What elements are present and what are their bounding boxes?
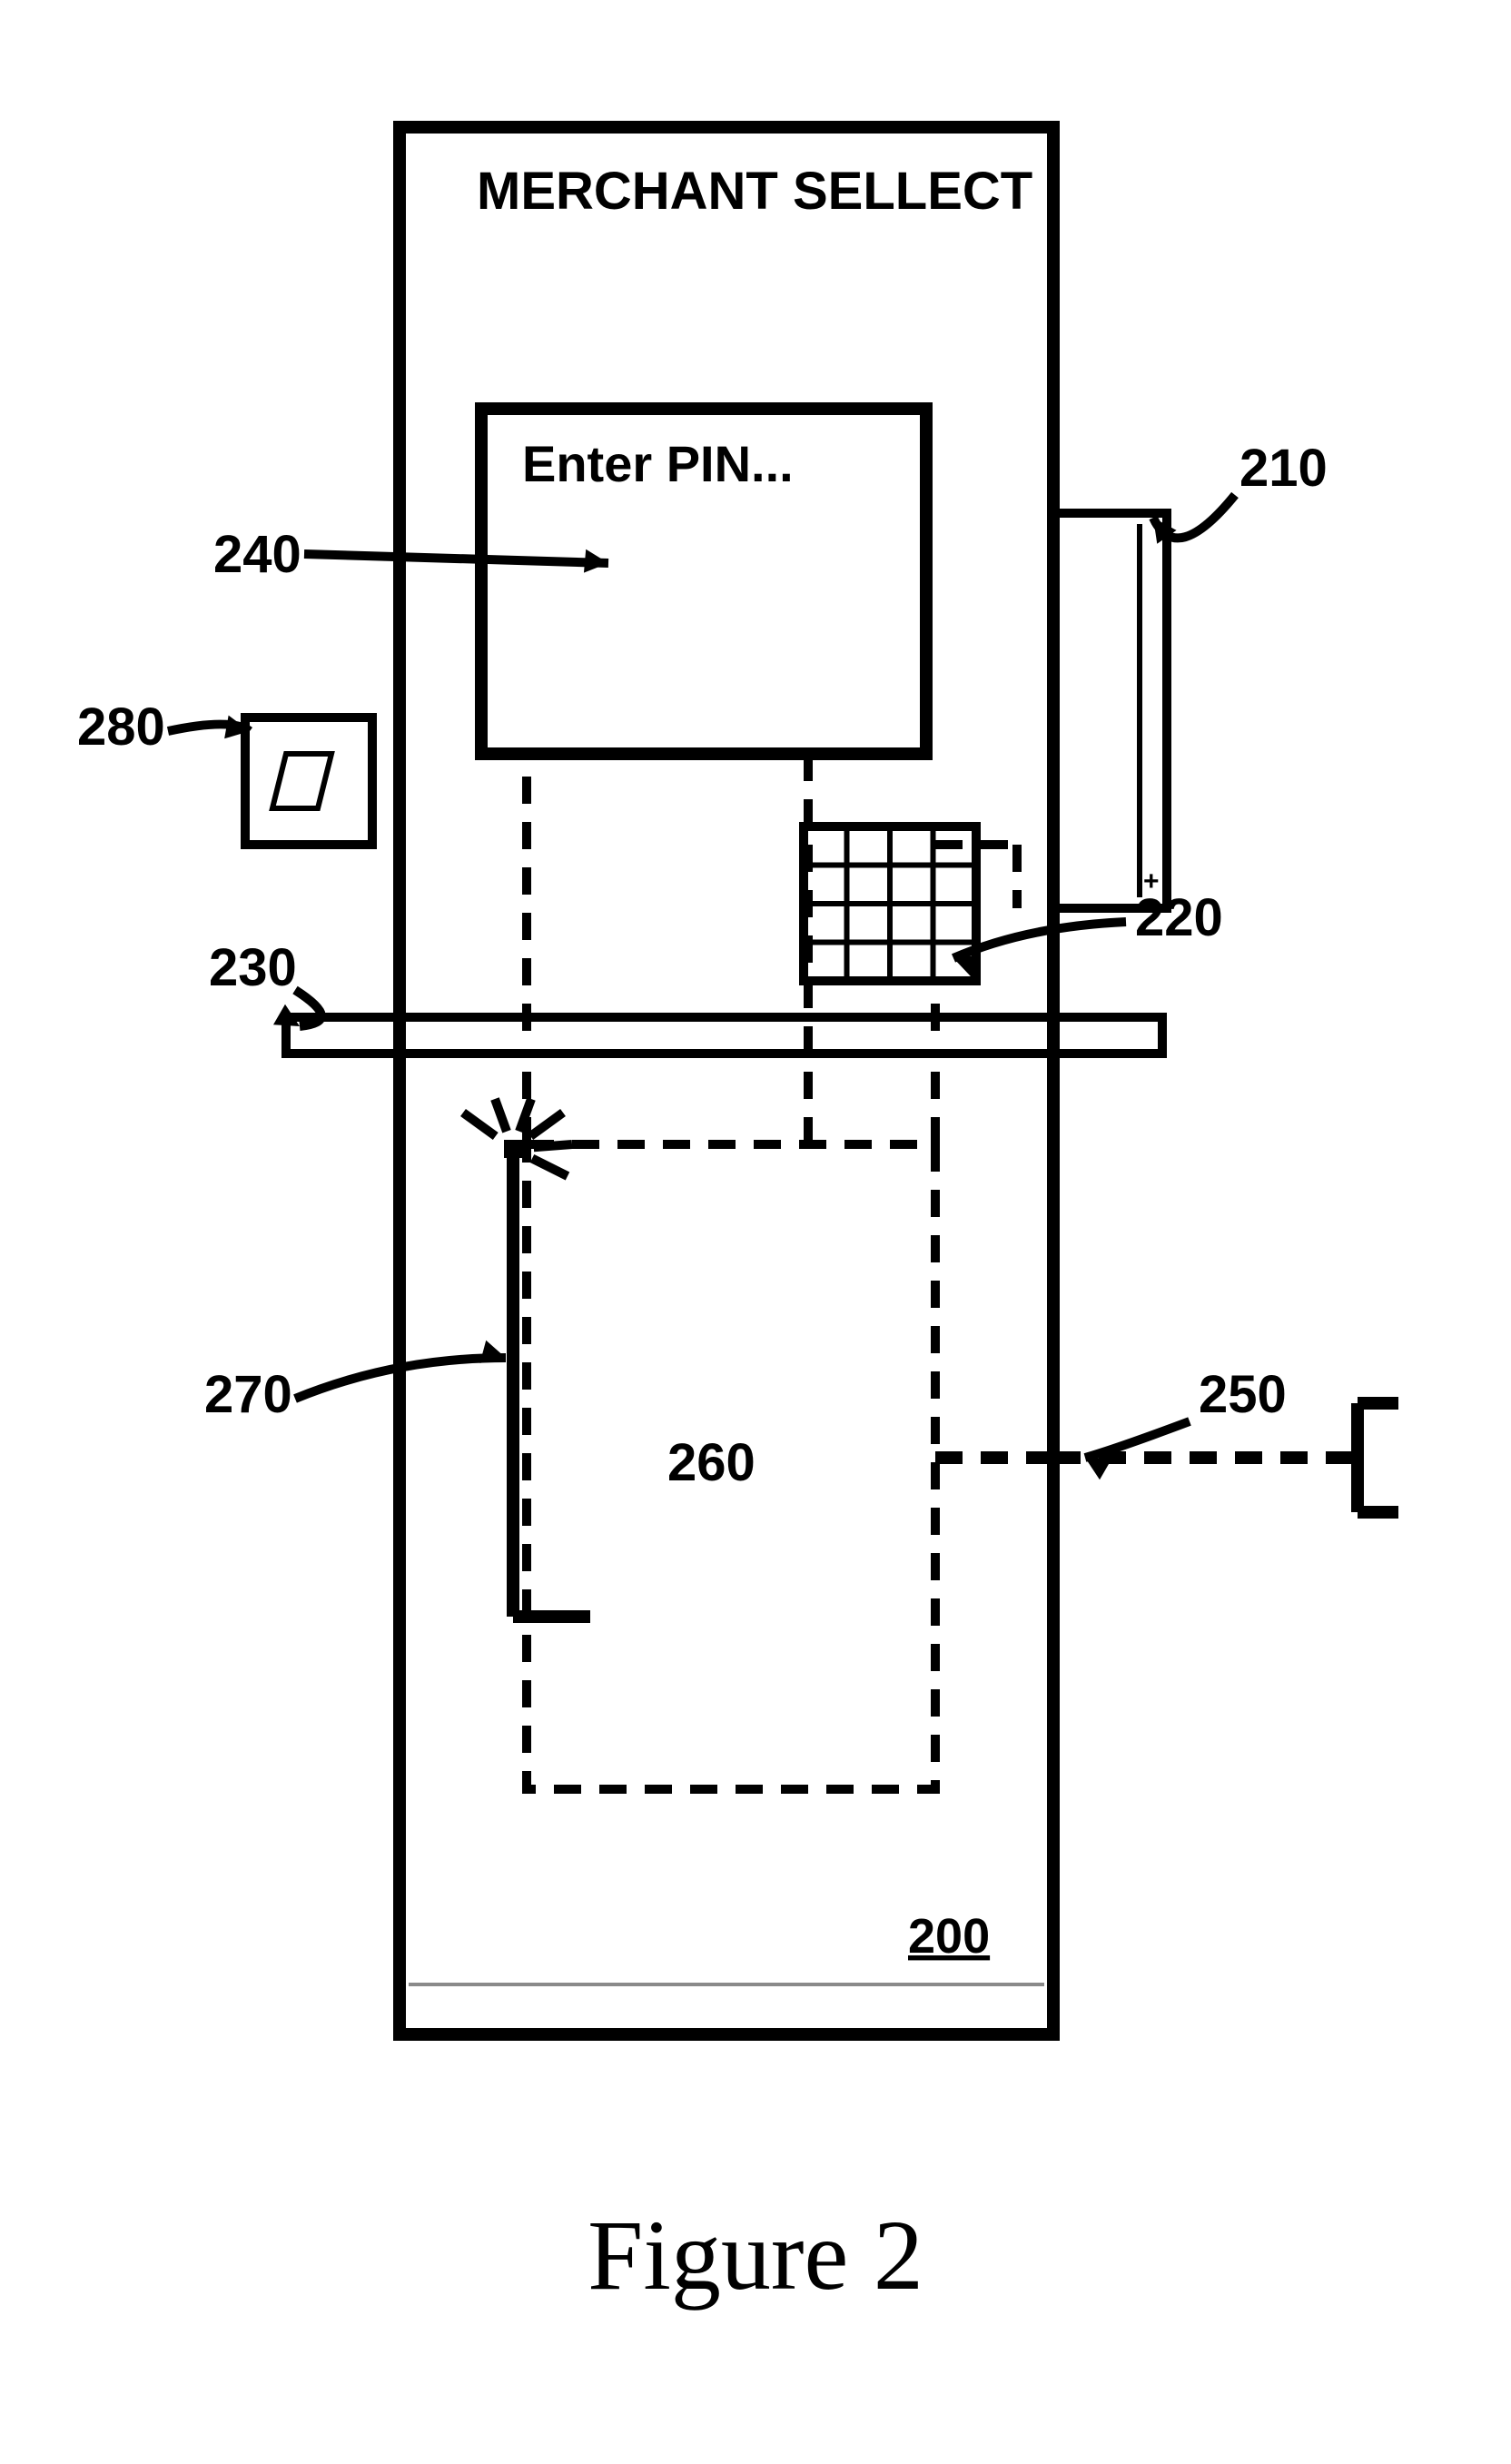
antenna-ray — [534, 1144, 572, 1147]
label-270: 270 — [204, 1365, 292, 1424]
arrow-head — [1085, 1458, 1111, 1479]
label-240: 240 — [213, 525, 301, 584]
label-280: 280 — [77, 698, 165, 757]
figure-caption: Figure 2 — [0, 2198, 1511, 2313]
label-260: 260 — [667, 1433, 756, 1492]
leader-240 — [304, 554, 608, 563]
title-text: MERCHANT SELLECT — [477, 162, 1032, 221]
antenna-ray — [463, 1113, 496, 1136]
antenna-ray — [532, 1159, 568, 1177]
figure-canvas: MERCHANT SELLECTEnter PIN...+21022023024… — [0, 0, 1511, 2459]
enter-pin-text: Enter PIN... — [522, 435, 794, 492]
label-220: 220 — [1135, 888, 1223, 947]
arrow-head — [584, 549, 608, 573]
label-200: 200 — [908, 1909, 990, 1964]
label-210: 210 — [1239, 439, 1328, 498]
card-reader-210 — [1053, 513, 1167, 908]
label-250: 250 — [1199, 1365, 1287, 1424]
label-230: 230 — [209, 938, 297, 997]
leader-250 — [1085, 1421, 1190, 1458]
antenna-ray — [530, 1113, 563, 1136]
antenna-ray — [495, 1099, 507, 1132]
antenna-tip — [504, 1140, 522, 1158]
diagram-svg: MERCHANT SELLECTEnter PIN...+21022023024… — [0, 0, 1511, 2459]
nfc-icon — [272, 754, 331, 808]
shelf-230 — [286, 1017, 1162, 1054]
nfc-panel-280 — [245, 717, 372, 845]
